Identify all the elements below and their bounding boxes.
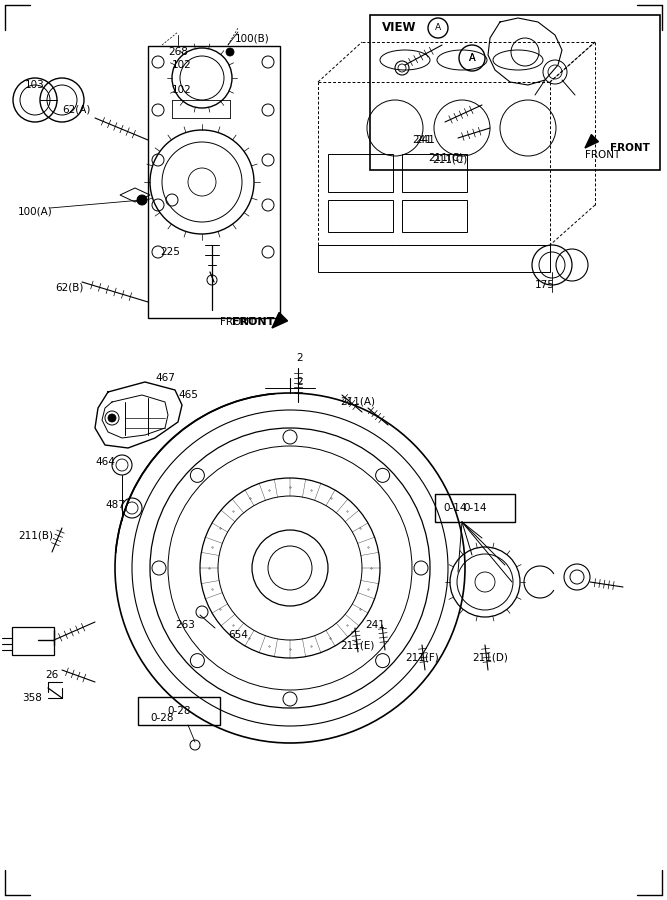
Text: 241: 241 — [412, 135, 432, 145]
Text: 2: 2 — [297, 377, 303, 387]
Circle shape — [108, 414, 116, 422]
Text: 241: 241 — [365, 620, 385, 630]
Text: 211(E): 211(E) — [340, 640, 374, 650]
Text: 62(A): 62(A) — [62, 105, 90, 115]
Polygon shape — [272, 312, 287, 328]
Text: 467: 467 — [155, 373, 175, 383]
Circle shape — [137, 195, 147, 205]
Text: 487: 487 — [105, 500, 125, 510]
Text: 0-14: 0-14 — [444, 503, 467, 513]
Text: 211(D): 211(D) — [472, 653, 508, 663]
Text: 100(B): 100(B) — [235, 33, 269, 43]
Text: 102: 102 — [172, 60, 191, 70]
Text: 358: 358 — [22, 693, 42, 703]
Bar — [138, 697, 220, 725]
Text: 225: 225 — [160, 247, 180, 257]
Text: FRONT: FRONT — [232, 317, 274, 327]
Text: 62(B): 62(B) — [55, 283, 83, 293]
Bar — [402, 154, 467, 192]
Text: FRONT: FRONT — [610, 143, 650, 153]
Text: FRONT: FRONT — [220, 317, 255, 327]
Text: 211(A): 211(A) — [340, 397, 375, 407]
Text: 0-28: 0-28 — [150, 713, 173, 723]
Text: 102: 102 — [172, 85, 191, 95]
Bar — [435, 494, 515, 522]
Text: 464: 464 — [95, 457, 115, 467]
Text: 211(F): 211(F) — [405, 653, 439, 663]
Text: 211(C): 211(C) — [428, 153, 464, 163]
Text: 100(A): 100(A) — [18, 207, 53, 217]
Text: 2: 2 — [297, 353, 303, 363]
Text: 0-28: 0-28 — [167, 706, 191, 716]
Text: 241: 241 — [415, 135, 435, 145]
Text: A: A — [435, 23, 441, 32]
Text: 211(B): 211(B) — [18, 530, 53, 540]
Bar — [328, 154, 393, 192]
Text: 103: 103 — [25, 80, 45, 90]
Text: 26: 26 — [45, 670, 58, 680]
Text: 268: 268 — [168, 47, 188, 57]
Text: 211(C): 211(C) — [432, 155, 468, 165]
Bar — [318, 245, 550, 272]
Text: 175: 175 — [535, 280, 555, 290]
Text: 465: 465 — [178, 390, 198, 400]
Polygon shape — [585, 135, 598, 148]
Bar — [402, 200, 467, 232]
Bar — [370, 15, 660, 170]
Circle shape — [226, 48, 234, 56]
Text: 263: 263 — [175, 620, 195, 630]
Text: 654: 654 — [228, 630, 248, 640]
Text: VIEW: VIEW — [382, 22, 416, 34]
Bar — [328, 200, 393, 232]
Text: 0-14: 0-14 — [464, 503, 487, 513]
Bar — [12, 627, 54, 655]
Text: A: A — [469, 53, 476, 63]
Text: FRONT: FRONT — [585, 150, 620, 160]
Text: A: A — [469, 53, 476, 63]
Bar — [148, 46, 280, 318]
